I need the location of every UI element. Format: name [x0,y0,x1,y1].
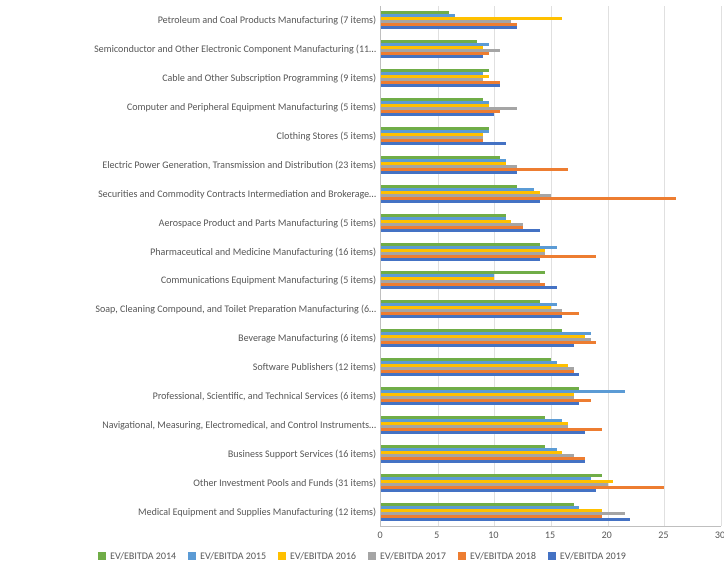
bar [381,518,630,521]
bar [381,315,562,318]
category-label: Beverage Manufacturing (6 items) [2,332,376,343]
category-label: Navigational, Measuring, Electromedical,… [2,419,376,430]
gridline [664,6,665,526]
category-label: Electric Power Generation, Transmission … [2,159,376,170]
legend-item: EV/EBITDA 2018 [458,548,536,562]
bar [381,171,517,174]
x-tick-label: 10 [483,528,503,541]
legend-swatch [458,552,466,560]
category-label: Pharmaceutical and Medicine Manufacturin… [2,246,376,257]
ev-ebitda-chart: EV/EBITDA 2014 EV/EBITDA 2015 EV/EBITDA 20… [0,0,724,575]
legend-item: EV/EBITDA 2016 [278,548,356,562]
bar [381,460,585,463]
bar [381,286,557,289]
legend: EV/EBITDA 2014 EV/EBITDA 2015 EV/EBITDA 20… [0,548,724,562]
bar [381,26,517,29]
legend-swatch [368,552,376,560]
bar [381,489,596,492]
bar [381,113,494,116]
bar [381,431,585,434]
category-label: Medical Equipment and Supplies Manufactu… [2,506,376,517]
bar [381,373,579,376]
x-tick-label: 0 [370,528,390,541]
category-label: Semiconductor and Other Electronic Compo… [2,43,376,54]
category-label: Other Investment Pools and Funds (31 ite… [2,477,376,488]
legend-label: EV/EBITDA 2017 [380,549,446,562]
x-tick-label: 30 [710,528,724,541]
legend-item: EV/EBITDA 2019 [548,548,626,562]
category-label: Communications Equipment Manufacturing (… [2,274,376,285]
legend-item: EV/EBITDA 2014 [98,548,176,562]
gridline [721,6,722,526]
legend-item: EV/EBITDA 2017 [368,548,446,562]
legend-swatch [98,552,106,560]
bar [381,142,506,145]
category-label: Business Support Services (16 items) [2,448,376,459]
legend-swatch [278,552,286,560]
category-label: Software Publishers (12 items) [2,361,376,372]
legend-label: EV/EBITDA 2019 [560,549,626,562]
bar [381,344,574,347]
plot-area [380,6,721,527]
category-label: Cable and Other Subscription Programming… [2,72,376,83]
legend-label: EV/EBITDA 2015 [200,549,266,562]
category-label: Soap, Cleaning Compound, and Toilet Prep… [2,303,376,314]
category-label: Clothing Stores (5 items) [2,130,376,141]
x-tick-label: 20 [597,528,617,541]
legend-swatch [548,552,556,560]
bar [381,402,579,405]
category-label: Professional, Scientific, and Technical … [2,390,376,401]
legend-item: EV/EBITDA 2015 [188,548,266,562]
gridline [608,6,609,526]
legend-label: EV/EBITDA 2014 [110,549,176,562]
bar [381,55,483,58]
category-label: Petroleum and Coal Products Manufacturin… [2,14,376,25]
category-label: Computer and Peripheral Equipment Manufa… [2,101,376,112]
bar [381,200,540,203]
legend-label: EV/EBITDA 2018 [470,549,536,562]
x-tick-label: 15 [540,528,560,541]
legend-label: EV/EBITDA 2016 [290,549,356,562]
x-tick-label: 5 [427,528,447,541]
bar [381,84,500,87]
legend-swatch [188,552,196,560]
category-label: Securities and Commodity Contracts Inter… [2,188,376,199]
bar [381,258,540,261]
x-tick-label: 25 [653,528,673,541]
category-label: Aerospace Product and Parts Manufacturin… [2,217,376,228]
bar [381,229,540,232]
